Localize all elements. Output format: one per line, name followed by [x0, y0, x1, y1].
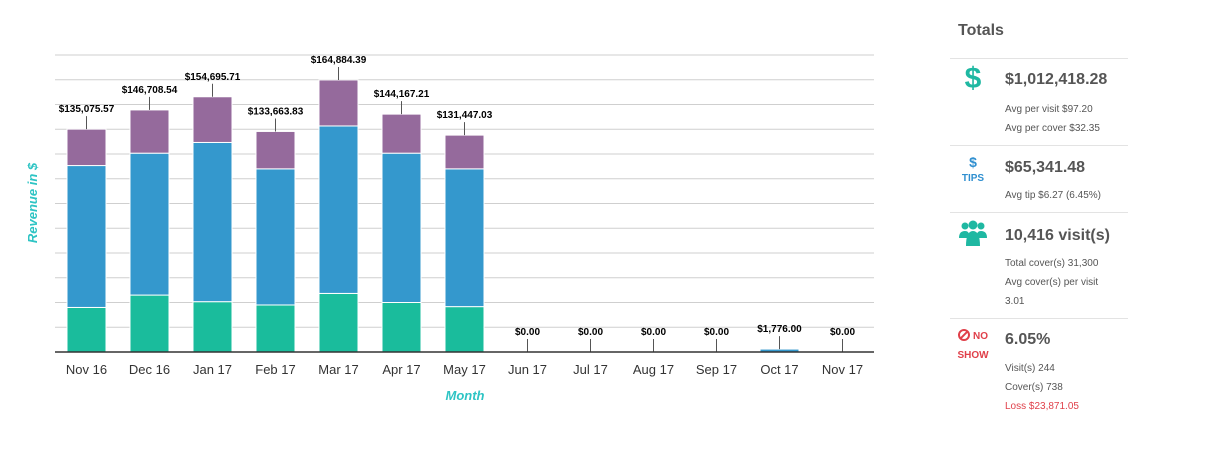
bar-segment[interactable]: [444, 168, 485, 308]
total-label: $164,884.39: [311, 55, 367, 66]
divider: [950, 318, 1128, 319]
bar-segment[interactable]: [129, 152, 170, 296]
divider: [950, 145, 1128, 146]
bar-segment[interactable]: [444, 134, 485, 170]
total-label: $0.00: [515, 327, 540, 338]
bar-segment[interactable]: [66, 128, 107, 167]
avg-tip: Avg tip $6.27 (6.45%): [1005, 190, 1101, 201]
bars: [66, 79, 800, 353]
divider: [950, 212, 1128, 213]
bar-segment[interactable]: [66, 306, 107, 353]
x-tick-labels: Nov 16 Dec 16 Jan 17 Feb 17 Mar 17 Apr 17 May …: [66, 362, 863, 377]
total-label: $133,663.83: [248, 106, 304, 117]
dollar-icon: $: [964, 62, 982, 95]
x-axis-label: Month: [446, 388, 485, 403]
noshow-label-top: NO: [950, 327, 996, 346]
x-tick-label: Apr 17: [382, 362, 420, 377]
total-label: $154,695.71: [185, 72, 241, 83]
visits-total: 10,416 visit(s): [1005, 227, 1110, 244]
x-tick-label: Jul 17: [573, 362, 608, 377]
x-tick-label: Nov 16: [66, 362, 107, 377]
dollar-icon: $: [969, 154, 977, 170]
y-axis-label: Revenue in $: [25, 162, 40, 243]
bar-segment[interactable]: [192, 141, 233, 303]
bar-segment[interactable]: [129, 109, 170, 154]
x-tick-label: Mar 17: [318, 362, 358, 377]
tips-total: $65,341.48: [1005, 159, 1086, 176]
avg-covers-per-visit: Avg cover(s) per visit: [1005, 277, 1099, 288]
noshow-block: NO SHOW: [950, 327, 996, 365]
bar-segment[interactable]: [318, 125, 359, 294]
x-tick-label: Jun 17: [508, 362, 547, 377]
bar-segment[interactable]: [255, 130, 296, 170]
total-label: $1,776.00: [757, 324, 802, 335]
noshow-covers: Cover(s) 738: [1005, 382, 1063, 393]
x-tick-label: Nov 17: [822, 362, 863, 377]
tips-block: $ TIPS: [950, 154, 996, 184]
x-tick-label: May 17: [443, 362, 486, 377]
revenue-total: $1,012,418.28: [1005, 71, 1108, 88]
bar-segment[interactable]: [444, 306, 485, 353]
x-tick-label: Oct 17: [760, 362, 798, 377]
x-tick-label: Aug 17: [633, 362, 674, 377]
total-label: $135,075.57: [59, 104, 115, 115]
x-tick-label: Feb 17: [255, 362, 295, 377]
total-covers: Total cover(s) 31,300: [1005, 258, 1099, 269]
users-icon: [950, 218, 996, 253]
avg-covers-value: 3.01: [1005, 296, 1025, 307]
panel-title: Totals: [958, 22, 1004, 39]
divider: [950, 58, 1128, 59]
total-label: $0.00: [830, 327, 855, 338]
total-labels: $135,075.57 $146,708.54 $154,695.71 $133,66…: [59, 55, 855, 352]
revenue-chart: $135,075.57 $146,708.54 $154,695.71 $133,66…: [25, 54, 874, 403]
total-label: $131,447.03: [437, 110, 493, 121]
noshow-loss: Loss $23,871.05: [1005, 401, 1079, 412]
bar-segment[interactable]: [129, 294, 170, 353]
noshow-label-no: NO: [973, 331, 988, 342]
tips-label: TIPS: [961, 173, 985, 184]
x-tick-label: Dec 16: [129, 362, 170, 377]
x-tick-label: Jan 17: [193, 362, 232, 377]
total-label: $0.00: [578, 327, 603, 338]
bar-segment[interactable]: [318, 79, 359, 127]
total-label: $144,167.21: [374, 89, 430, 100]
avg-per-visit: Avg per visit $97.20: [1005, 104, 1093, 115]
avg-per-cover: Avg per cover $32.35: [1005, 123, 1100, 134]
noshow-label-show: SHOW: [957, 350, 989, 361]
bar-segment[interactable]: [318, 292, 359, 353]
bar-segment[interactable]: [66, 165, 107, 308]
bar-segment[interactable]: [255, 304, 296, 353]
total-label: $0.00: [641, 327, 666, 338]
total-label: $0.00: [704, 327, 729, 338]
noshow-percent: 6.05%: [1005, 331, 1051, 348]
bar-segment[interactable]: [255, 168, 296, 306]
noshow-visits: Visit(s) 244: [1005, 363, 1055, 374]
bar-segment[interactable]: [192, 96, 233, 143]
bar-segment[interactable]: [381, 302, 422, 353]
total-label: $146,708.54: [122, 85, 178, 96]
bar-segment[interactable]: [381, 113, 422, 154]
x-tick-label: Sep 17: [696, 362, 737, 377]
prohibited-icon: [958, 329, 970, 341]
bar-segment[interactable]: [381, 152, 422, 303]
bar-segment[interactable]: [192, 301, 233, 353]
